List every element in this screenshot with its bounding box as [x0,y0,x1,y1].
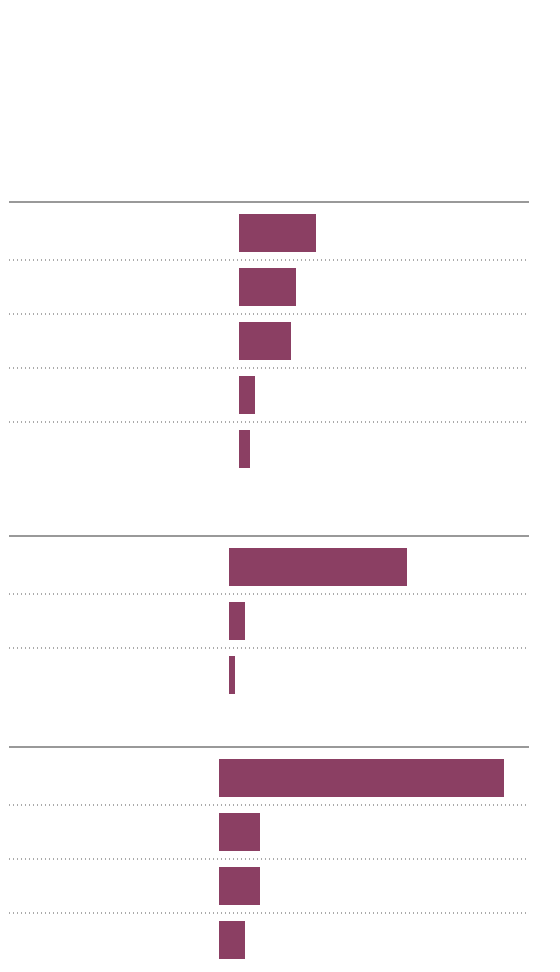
bar [229,548,407,586]
bar [219,921,245,959]
bar [239,322,291,360]
bar [219,813,260,851]
bar [219,759,504,797]
bar [219,867,260,905]
bar [239,214,316,252]
bar [229,656,235,694]
bar [239,268,296,306]
bar [239,430,250,468]
bar [229,602,245,640]
bar [239,376,255,414]
